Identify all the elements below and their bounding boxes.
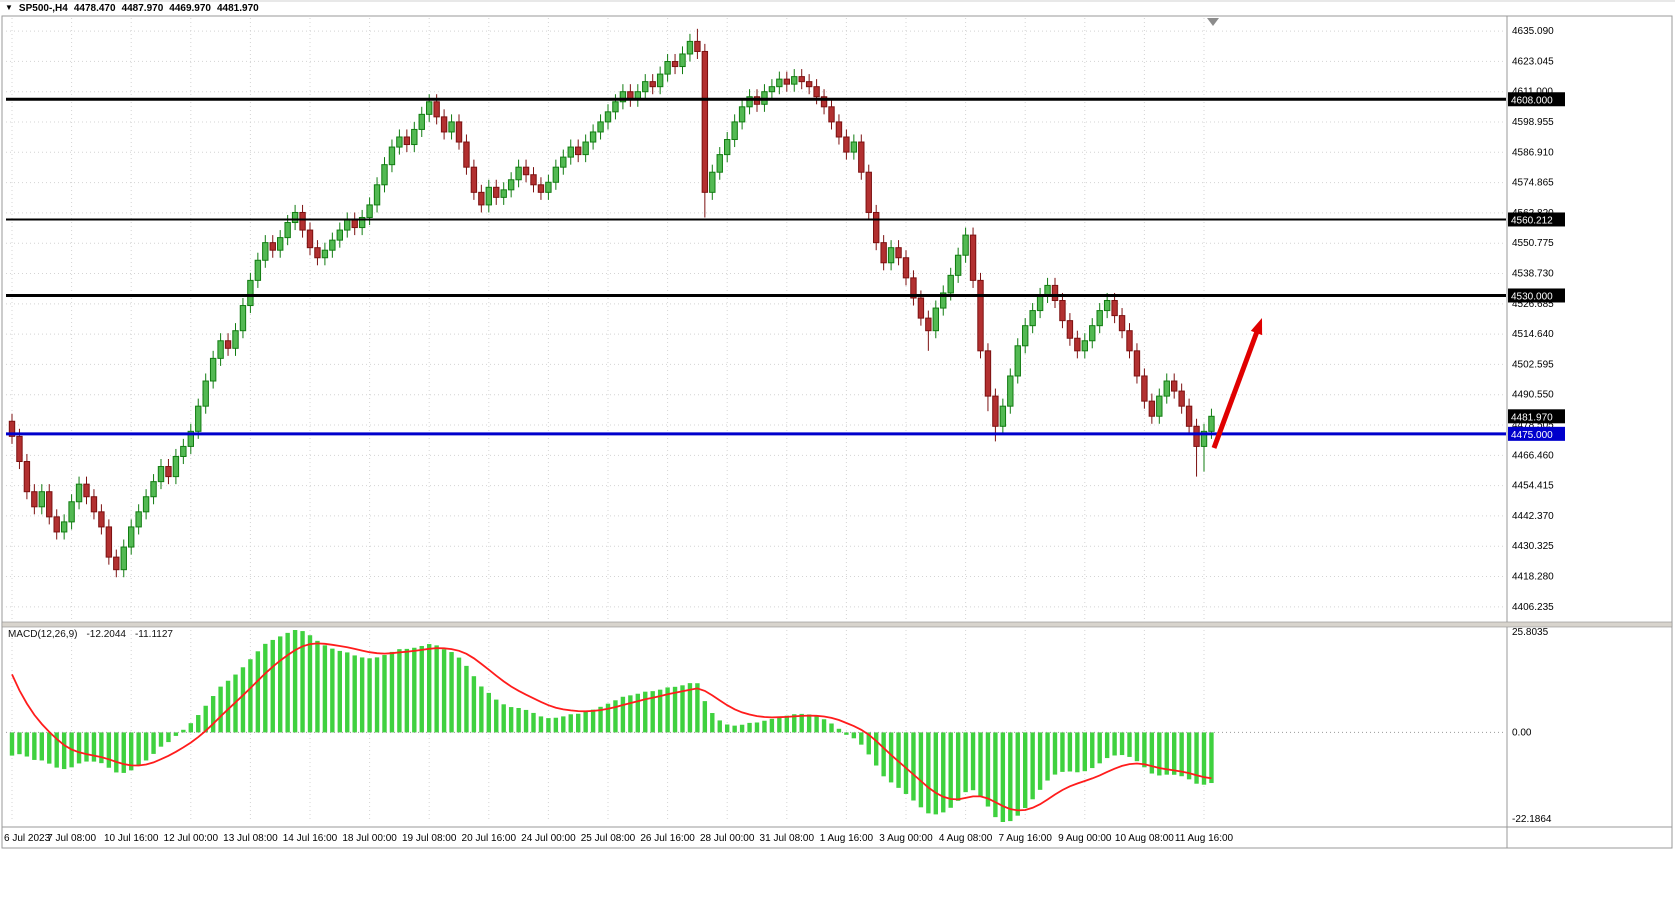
svg-text:4430.325: 4430.325	[1512, 541, 1554, 552]
svg-text:4 Aug 08:00: 4 Aug 08:00	[939, 833, 993, 844]
ohlc-open-value: 4478.470	[73, 2, 116, 14]
svg-text:9 Aug 00:00: 9 Aug 00:00	[1058, 833, 1112, 844]
svg-text:7 Aug 16:00: 7 Aug 16:00	[999, 833, 1053, 844]
svg-text:4406.235: 4406.235	[1512, 602, 1554, 613]
svg-text:19 Jul 08:00: 19 Jul 08:00	[402, 833, 457, 844]
svg-text:4608.000: 4608.000	[1511, 95, 1553, 106]
macd-axis[interactable]: 25.8035 0.00 -22.1864	[1512, 627, 1552, 825]
svg-text:4466.460: 4466.460	[1512, 450, 1554, 461]
svg-text:10 Aug 08:00: 10 Aug 08:00	[1115, 833, 1174, 844]
panel-resize-handle[interactable]	[1, 621, 1673, 628]
svg-text:12 Jul 00:00: 12 Jul 00:00	[164, 833, 219, 844]
macd-main-value: -12.2044	[86, 629, 126, 640]
macd-indicator-name: MACD(12,26,9)	[8, 629, 78, 640]
svg-text:4574.865: 4574.865	[1512, 178, 1554, 189]
svg-text:-22.1864: -22.1864	[1512, 814, 1552, 825]
svg-text:4598.955: 4598.955	[1512, 117, 1554, 128]
svg-text:4454.415: 4454.415	[1512, 481, 1554, 492]
svg-text:4623.045: 4623.045	[1512, 56, 1554, 67]
chart-shift-marker-icon[interactable]	[1207, 18, 1219, 26]
svg-text:3 Aug 00:00: 3 Aug 00:00	[879, 833, 933, 844]
svg-text:10 Jul 16:00: 10 Jul 16:00	[104, 833, 159, 844]
svg-text:7 Jul 08:00: 7 Jul 08:00	[47, 833, 96, 844]
svg-text:4475.000: 4475.000	[1511, 430, 1553, 441]
svg-text:4530.000: 4530.000	[1511, 291, 1553, 302]
svg-text:1 Aug 16:00: 1 Aug 16:00	[820, 833, 874, 844]
svg-text:4490.550: 4490.550	[1512, 390, 1554, 401]
candles-layer	[8, 28, 1215, 578]
svg-text:20 Jul 16:00: 20 Jul 16:00	[462, 833, 517, 844]
svg-text:4481.970: 4481.970	[1511, 412, 1553, 423]
svg-text:4635.090: 4635.090	[1512, 26, 1554, 37]
svg-text:24 Jul 00:00: 24 Jul 00:00	[521, 833, 576, 844]
svg-text:4611.000: 4611.000	[1512, 87, 1553, 98]
svg-text:4526.685: 4526.685	[1512, 299, 1554, 310]
ohlc-close-value: 4481.970	[217, 2, 259, 14]
trend-arrow-annotation[interactable]	[1211, 318, 1263, 449]
svg-text:4442.370: 4442.370	[1512, 511, 1554, 522]
price-axis[interactable]: 4635.090 4623.045 4611.000 4598.955 4586.910…	[1512, 26, 1554, 613]
svg-text:0.00: 0.00	[1512, 727, 1532, 738]
hline-4530.000[interactable]: 4530.000	[6, 288, 1565, 303]
svg-text:4586.910: 4586.910	[1512, 147, 1554, 158]
hline-4475.000[interactable]: 4475.000	[6, 426, 1565, 441]
grid-layer	[6, 18, 1506, 822]
svg-text:4514.640: 4514.640	[1512, 329, 1554, 340]
hline-4608.000[interactable]: 4608.000	[6, 92, 1565, 107]
svg-text:13 Jul 08:00: 13 Jul 08:00	[223, 833, 278, 844]
svg-text:18 Jul 00:00: 18 Jul 00:00	[342, 833, 397, 844]
macd-histogram	[9, 630, 1214, 822]
symbol-info-bar: ▼ SP500-,H4 4478.470 4487.970 4469.970 4…	[5, 1, 259, 15]
svg-text:25.8035: 25.8035	[1512, 627, 1549, 638]
svg-text:4560.212: 4560.212	[1511, 215, 1553, 226]
svg-text:6 Jul 2023: 6 Jul 2023	[4, 833, 51, 844]
last-price-badge: 4481.970	[1508, 409, 1565, 424]
svg-text:11 Aug 16:00: 11 Aug 16:00	[1175, 833, 1234, 844]
svg-text:14 Jul 16:00: 14 Jul 16:00	[283, 833, 338, 844]
macd-indicator-label-bar: MACD(12,26,9) -12.2044 -11.1127	[8, 629, 173, 640]
macd-signal-line	[11, 642, 1212, 812]
svg-text:4502.595: 4502.595	[1512, 359, 1554, 370]
symbol-timeframe-label: SP500-,H4	[18, 2, 68, 14]
symbol-dropdown-icon[interactable]: ▼	[5, 3, 13, 12]
ohlc-low-value: 4469.970	[169, 2, 211, 14]
ohlc-high-value: 4487.970	[121, 2, 164, 14]
window-frame	[0, 0, 1675, 849]
svg-text:4478.505: 4478.505	[1512, 420, 1554, 431]
macd-signal-value: -11.1127	[134, 629, 173, 640]
svg-text:4538.730: 4538.730	[1512, 269, 1554, 280]
svg-text:26 Jul 16:00: 26 Jul 16:00	[640, 833, 695, 844]
hline-4560.212[interactable]: 4560.212	[6, 212, 1565, 227]
svg-text:31 Jul 08:00: 31 Jul 08:00	[760, 833, 815, 844]
svg-text:28 Jul 00:00: 28 Jul 00:00	[700, 833, 755, 844]
svg-text:4550.775: 4550.775	[1512, 238, 1554, 249]
svg-text:4418.280: 4418.280	[1512, 572, 1554, 583]
svg-text:25 Jul 08:00: 25 Jul 08:00	[581, 833, 636, 844]
